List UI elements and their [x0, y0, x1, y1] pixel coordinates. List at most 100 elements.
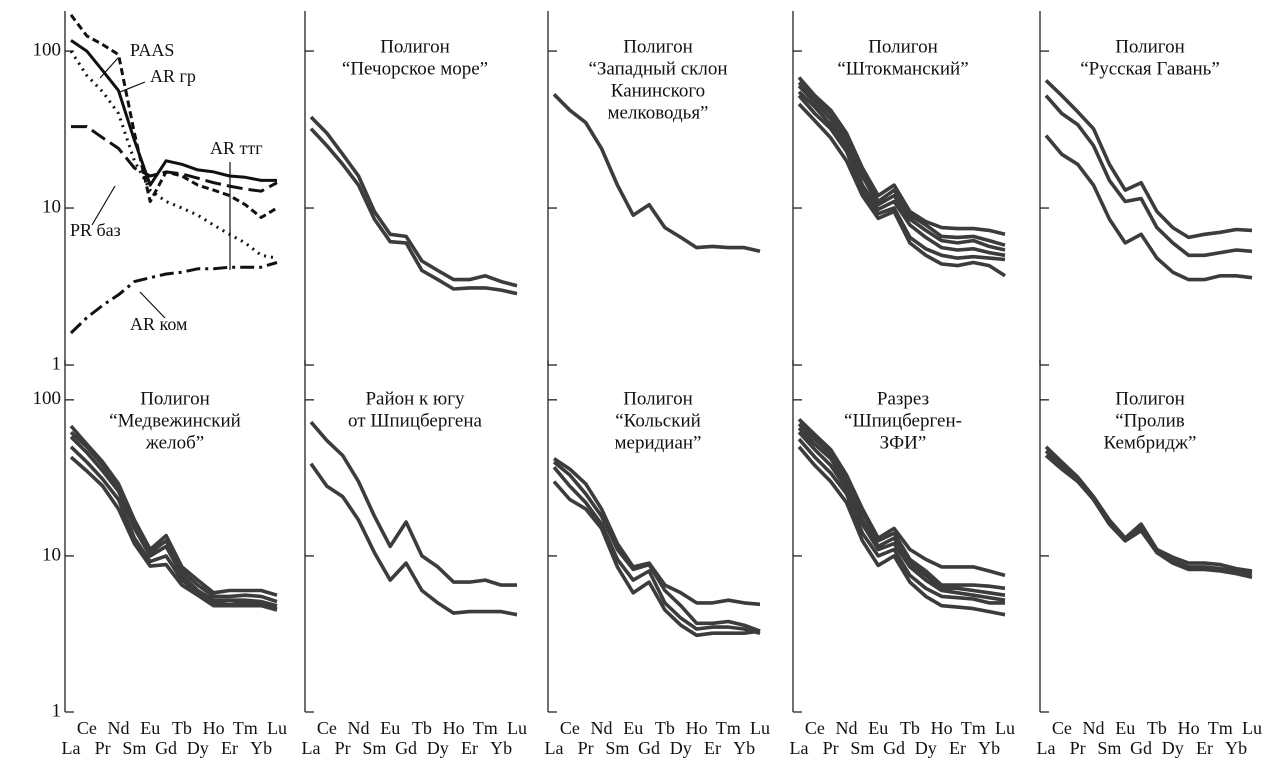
x-tick-label: Lu — [1242, 718, 1262, 738]
leader-line — [139, 291, 166, 319]
series-line — [1044, 449, 1253, 576]
series-line — [69, 424, 278, 597]
x-tick-label: Tb — [900, 718, 920, 738]
series-line — [71, 125, 278, 193]
x-tick-label: Gd — [395, 738, 417, 758]
y-tick-label: 10 — [42, 544, 61, 565]
panel-title: мелководья” — [607, 102, 708, 123]
series-label: AR гр — [150, 66, 196, 86]
x-tick-label: Dy — [915, 738, 937, 758]
panel-title: Полигон — [380, 36, 450, 57]
x-tick-label: La — [545, 738, 564, 758]
x-tick-label: Er — [704, 738, 721, 758]
x-tick-label: Ho — [686, 718, 708, 738]
x-tick-label: Yb — [250, 738, 272, 758]
leader-line — [91, 185, 116, 226]
x-tick-label: Sm — [605, 738, 629, 758]
panel-title: Район к югу — [365, 388, 465, 409]
x-tick-label: Gd — [638, 738, 660, 758]
x-tick-label: Er — [461, 738, 478, 758]
series-line — [797, 426, 1006, 597]
series-line — [1044, 445, 1253, 573]
x-tick-label: Er — [1196, 738, 1213, 758]
x-tick-label: Yb — [733, 738, 755, 758]
series-line — [1044, 79, 1253, 240]
x-tick-label: Dy — [670, 738, 692, 758]
x-tick-label: Eu — [1115, 718, 1135, 738]
x-tick-label: Sm — [362, 738, 386, 758]
x-tick-label: La — [62, 738, 81, 758]
x-tick-label: Ce — [77, 718, 97, 738]
series-label: PAAS — [130, 40, 174, 60]
x-tick-label: Yb — [490, 738, 512, 758]
x-tick-label: Nd — [836, 718, 858, 738]
leader-lines — [91, 57, 231, 319]
series-line — [69, 50, 278, 260]
series-line — [69, 435, 278, 608]
x-tick-label: Tb — [655, 718, 675, 738]
panel-title: Полигон — [1115, 388, 1185, 409]
panel-title: от Шпицбергена — [348, 410, 482, 431]
series-line — [797, 102, 1006, 278]
series-label: AR ттг — [210, 138, 263, 158]
series-line — [797, 90, 1006, 258]
x-tick-label: Gd — [1130, 738, 1152, 758]
series-line — [309, 420, 517, 587]
x-tick-label: Eu — [380, 718, 400, 738]
x-tick-label: Lu — [507, 718, 527, 738]
x-tick-label: Tb — [1147, 718, 1167, 738]
x-tick-label: Lu — [750, 718, 770, 738]
series-line — [797, 76, 1006, 237]
x-tick-label: Lu — [995, 718, 1015, 738]
series-line — [552, 480, 761, 638]
y-tick-label: 100 — [33, 388, 62, 409]
x-tick-label: Tm — [1208, 718, 1233, 738]
x-tick-label: Sm — [1097, 738, 1121, 758]
x-tick-label: Ho — [931, 718, 953, 738]
series-line — [552, 466, 761, 635]
x-tick-label: La — [302, 738, 321, 758]
x-tick-label: Yb — [978, 738, 1000, 758]
panel-title: желоб” — [145, 432, 204, 453]
series-line — [309, 115, 518, 288]
panel-title: Полигон — [623, 388, 693, 409]
x-tick-label: Tb — [412, 718, 432, 738]
x-tick-label: Eu — [623, 718, 643, 738]
x-tick-label: Nd — [348, 718, 370, 738]
x-tick-label: Tm — [473, 718, 498, 738]
x-tick-label: Tm — [233, 718, 258, 738]
x-tick-label: Pr — [823, 738, 839, 758]
x-tick-label: Er — [949, 738, 966, 758]
leader-line — [119, 81, 146, 93]
series-line — [309, 462, 518, 617]
panel-title: Полигон — [623, 36, 693, 57]
x-tick-label: Tm — [961, 718, 986, 738]
x-tick-label: Lu — [267, 718, 287, 738]
panel-title: “Западный склон — [588, 58, 727, 79]
series-line — [69, 455, 278, 612]
series-line — [69, 445, 278, 611]
x-tick-label: Sm — [850, 738, 874, 758]
x-tick-label: Dy — [427, 738, 449, 758]
panel-title: Разрез — [877, 388, 929, 409]
x-tick-label: Nd — [1083, 718, 1105, 738]
series-line — [553, 457, 761, 607]
x-tick-label: Tm — [716, 718, 741, 738]
panel-title: Полигон — [1115, 36, 1185, 57]
x-tick-label: Nd — [591, 718, 613, 738]
series-line — [797, 430, 1006, 602]
series-line — [309, 127, 518, 296]
series-line — [552, 93, 761, 254]
series-line — [797, 81, 1006, 247]
series-line — [69, 261, 278, 335]
x-tick-label: Dy — [1162, 738, 1184, 758]
x-tick-label: Pr — [1070, 738, 1086, 758]
y-tick-label: 1 — [52, 700, 62, 721]
series-label: PR баз — [70, 220, 121, 240]
panel-title: меридиан” — [615, 432, 702, 453]
x-tick-label: Sm — [122, 738, 146, 758]
x-tick-label: Pr — [335, 738, 351, 758]
x-tick-label: Ho — [443, 718, 465, 738]
series-line — [1044, 134, 1253, 282]
series-line — [797, 418, 1006, 578]
